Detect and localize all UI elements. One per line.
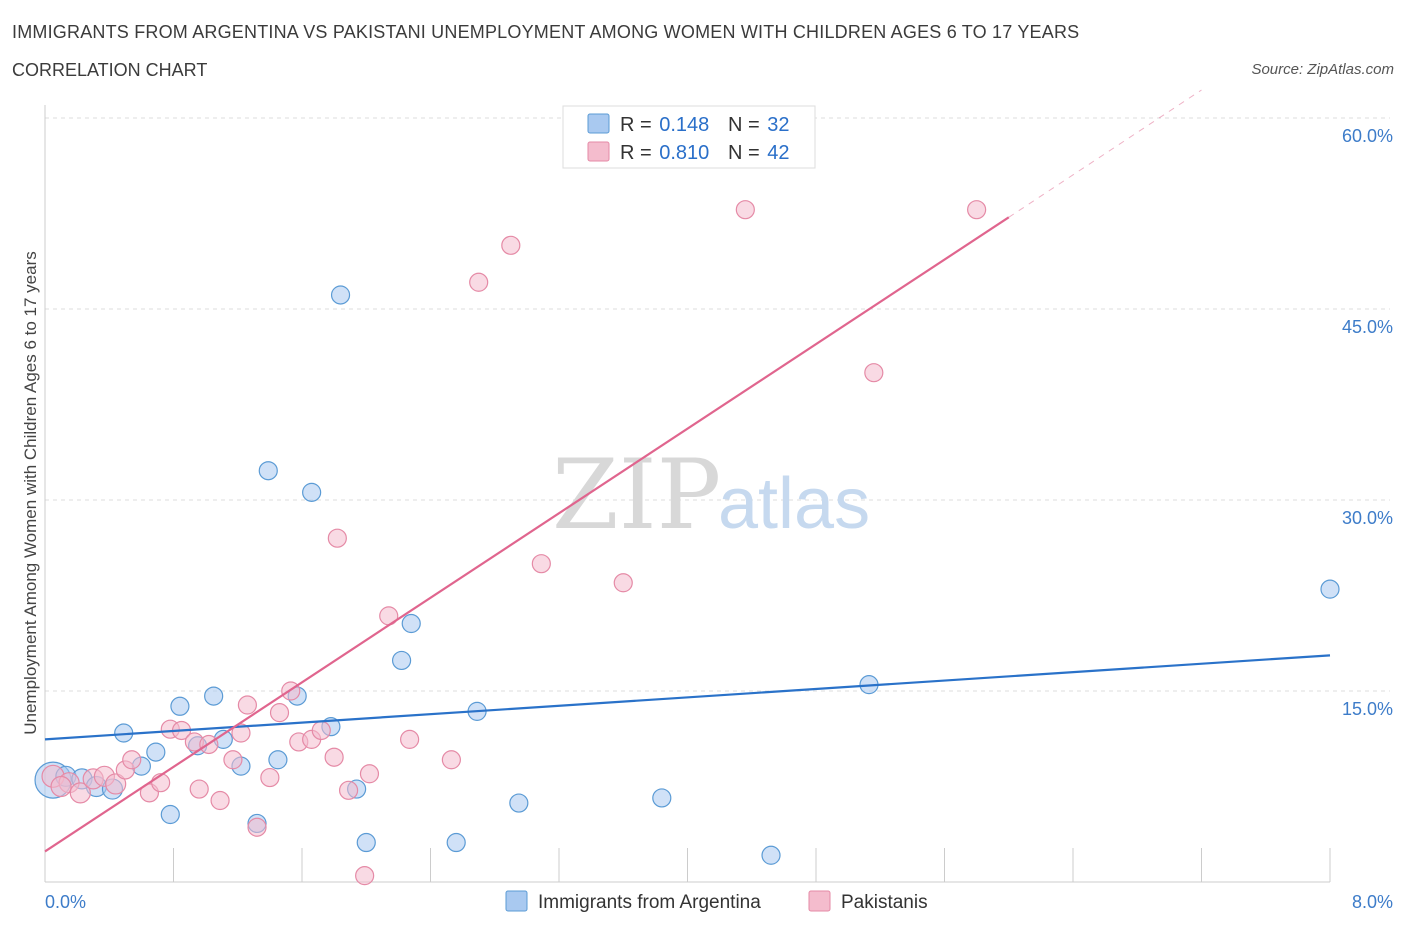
pakistanis-point-33 <box>441 750 461 770</box>
legend-n-value-blue: 32 <box>767 114 789 136</box>
pakistanis-point-30 <box>359 764 380 784</box>
legend-r-value-blue: 0.148 <box>659 114 709 136</box>
argentina-point-8 <box>160 804 180 825</box>
legend-n-value-pink: 42 <box>767 142 789 164</box>
x-tick-label-1: 8.0% <box>1352 892 1393 912</box>
pakistanis-point-20 <box>260 767 280 788</box>
argentina-point-29 <box>761 845 781 865</box>
pakistanis-point-7 <box>122 750 142 770</box>
pakistanis-point-40 <box>967 200 987 220</box>
legend-n-label-blue: N = <box>728 114 765 136</box>
argentina-point-22 <box>356 832 376 853</box>
svg-text:N = 42: N = 42 <box>728 142 790 164</box>
legend-swatch-blue <box>587 113 610 134</box>
y-tick-label-3: 60.0% <box>1342 126 1393 146</box>
legend-r-label-pink: R = <box>620 142 657 164</box>
pakistanis-point-15 <box>210 790 230 811</box>
argentina-point-31 <box>1320 579 1340 599</box>
bottom-legend-swatch-pink <box>808 890 831 912</box>
argentina-point-9 <box>170 696 190 716</box>
y-tick-label-0: 15.0% <box>1342 699 1393 719</box>
pakistanis-point-38 <box>735 200 755 220</box>
pakistanis-point-5 <box>105 773 127 795</box>
bottom-legend-swatch-blue <box>505 890 528 912</box>
pakistanis-point-39 <box>864 363 884 383</box>
legend-r-value-pink: 0.810 <box>659 142 709 164</box>
source-label: Source: ZipAtlas.com <box>1251 61 1394 78</box>
axes <box>44 105 1331 883</box>
trend-lines <box>44 89 1331 853</box>
pakistanis-point-18 <box>237 695 257 715</box>
y-axis-label: Unemployment Among Women with Children A… <box>21 251 40 735</box>
legend-swatch-pink <box>587 141 610 162</box>
pakistanis-point-26 <box>324 747 344 767</box>
argentina-point-23 <box>391 650 412 671</box>
pakistanis-point-41 <box>50 775 72 798</box>
pakistanis-point-28 <box>338 780 359 800</box>
svg-text:N = 32: N = 32 <box>728 114 790 136</box>
grid-lines <box>45 117 1390 692</box>
pakistanis-point-17 <box>231 723 251 743</box>
series-argentina-points <box>34 285 1340 865</box>
argentina-point-24 <box>401 613 421 634</box>
argentina-point-28 <box>652 788 672 808</box>
bottom-legend-label-argentina: Immigrants from Argentina <box>538 892 761 913</box>
watermark-atlas: atlas <box>718 464 870 544</box>
pakistanis-point-21 <box>269 703 290 723</box>
pakistanis-point-34 <box>469 272 489 292</box>
pakistanis-point-37 <box>613 573 633 593</box>
pakistanis-point-36 <box>531 554 551 574</box>
pakistanis-point-19 <box>247 817 267 837</box>
pakistanis-point-2 <box>69 782 91 804</box>
pakistanis-point-35 <box>501 235 521 255</box>
argentina-point-20 <box>330 285 351 305</box>
pakistanis-point-29 <box>355 866 375 886</box>
argentina-point-27 <box>509 793 529 813</box>
pakistanis-point-25 <box>311 720 331 741</box>
y-tick-label-1: 30.0% <box>1342 508 1393 528</box>
argentina-point-25 <box>446 832 466 853</box>
argentina-point-7 <box>146 742 166 762</box>
y-tick-labels: 15.0% 30.0% 45.0% 60.0% <box>1342 126 1393 719</box>
pakistanis-point-32 <box>400 729 420 749</box>
watermark: ZIP atlas <box>552 439 870 551</box>
pakistanis-point-27 <box>327 528 347 548</box>
pakistanis-point-13 <box>189 779 209 799</box>
argentina-trend-line <box>44 654 1331 741</box>
pakistanis-point-16 <box>223 750 243 770</box>
watermark-zip: ZIP <box>552 439 721 551</box>
y-tick-label-2: 45.0% <box>1342 317 1393 337</box>
bottom-legend-label-pakistanis: Pakistanis <box>841 892 928 913</box>
chart-subtitle: CORRELATION CHART <box>12 60 208 80</box>
legend-n-label-pink: N = <box>728 142 765 164</box>
x-tick-labels: 0.0% 8.0% <box>45 892 1393 912</box>
svg-text:R = 0.810: R = 0.810 <box>620 142 709 164</box>
chart-title: IMMIGRANTS FROM ARGENTINA VS PAKISTANI U… <box>12 22 1080 42</box>
argentina-point-16 <box>268 750 288 770</box>
x-tick-label-0: 0.0% <box>45 892 86 912</box>
argentina-point-18 <box>302 482 322 502</box>
argentina-point-15 <box>258 461 278 481</box>
correlation-legend: R = 0.148 N = 32 R = 0.810 N = 42 <box>562 105 816 169</box>
series-legend: Immigrants from Argentina Pakistanis <box>505 890 928 913</box>
svg-text:R = 0.148: R = 0.148 <box>620 114 709 136</box>
pakistanis-trend-extension <box>1008 89 1202 218</box>
argentina-point-11 <box>204 686 224 706</box>
legend-r-label-blue: R = <box>620 114 657 136</box>
pakistanis-trend-line <box>44 216 1010 853</box>
